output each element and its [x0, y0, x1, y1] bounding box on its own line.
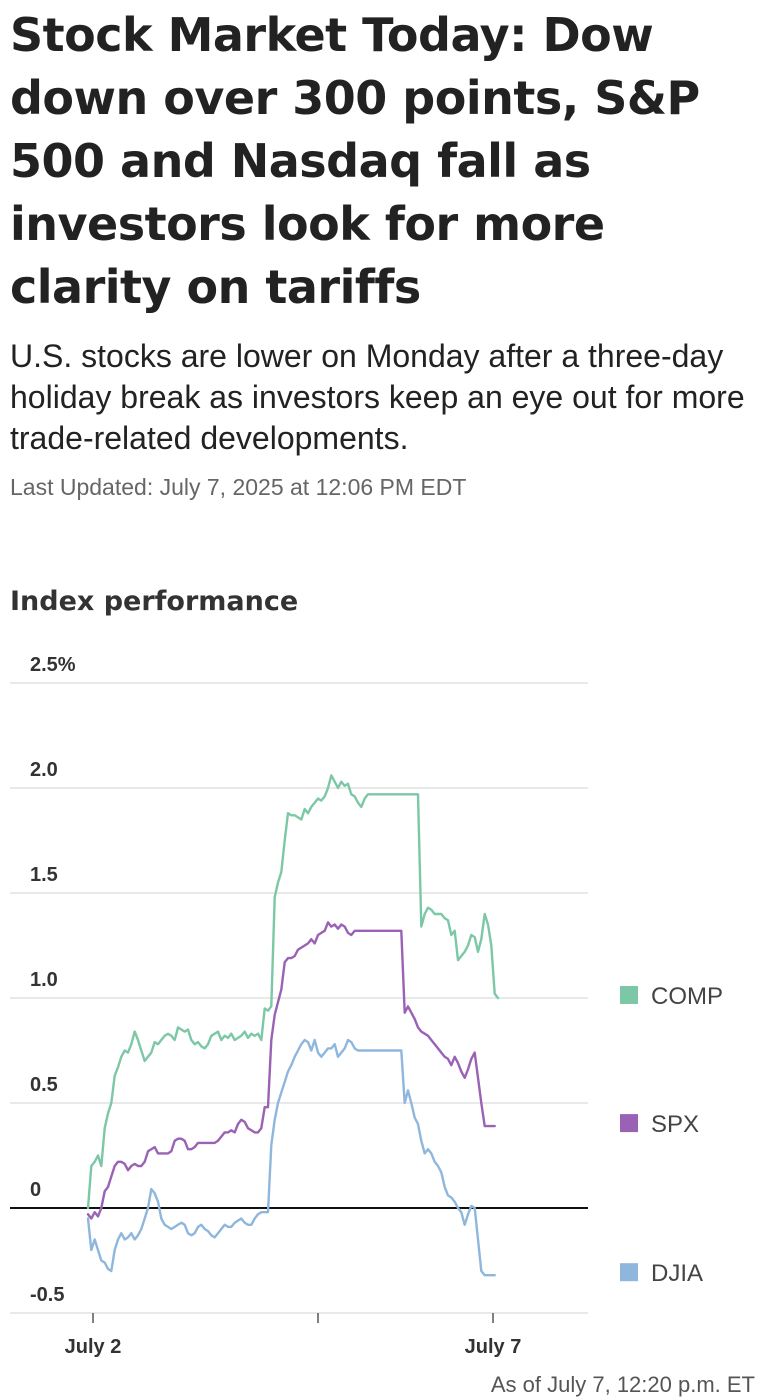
y-tick-label: 2.5% [30, 654, 76, 676]
series-line-djia [86, 1038, 496, 1277]
y-tick-label: 0 [30, 1179, 41, 1201]
y-tick-label: 1.0 [30, 969, 58, 991]
legend-label-spx: SPX [651, 1111, 699, 1138]
chart-title: Index performance [10, 586, 299, 617]
x-tick-label: July 2 [65, 1336, 122, 1358]
y-tick-label: -0.5 [30, 1284, 64, 1306]
series-line-spx [86, 921, 496, 1220]
x-axis: July 2 July 7 [65, 1313, 522, 1358]
legend-label-djia: DJIA [651, 1260, 703, 1287]
y-tick-label: 1.5 [30, 864, 58, 886]
index-performance-chart: 2.5% 2.0 1.5 1.0 0.5 0 -0.5 July 2 July 7 COMP S… [10, 654, 723, 1358]
legend-label-comp: COMP [651, 983, 723, 1010]
legend-swatch-comp [620, 986, 638, 1004]
y-tick-label: 0.5 [30, 1074, 58, 1096]
last-updated: Last Updated: July 7, 2025 at 12:06 PM E… [10, 474, 467, 500]
series-lines [86, 774, 500, 1277]
y-tick-label: 2.0 [30, 759, 58, 781]
legend-swatch-djia [620, 1263, 638, 1282]
chart-legend: COMP SPX DJIA [620, 983, 723, 1287]
headline: Stock Market Today: Dow down over 300 po… [10, 8, 700, 314]
legend-swatch-spx [620, 1114, 638, 1133]
y-axis: 2.5% 2.0 1.5 1.0 0.5 0 -0.5 [30, 654, 76, 1306]
x-tick-label: July 7 [465, 1336, 522, 1358]
article-dek: U.S. stocks are lower on Monday after a … [10, 338, 745, 456]
chart-grid [10, 682, 588, 1314]
chart-footnote: As of July 7, 12:20 p.m. ET [490, 1372, 755, 1397]
series-line-comp [86, 774, 500, 1210]
